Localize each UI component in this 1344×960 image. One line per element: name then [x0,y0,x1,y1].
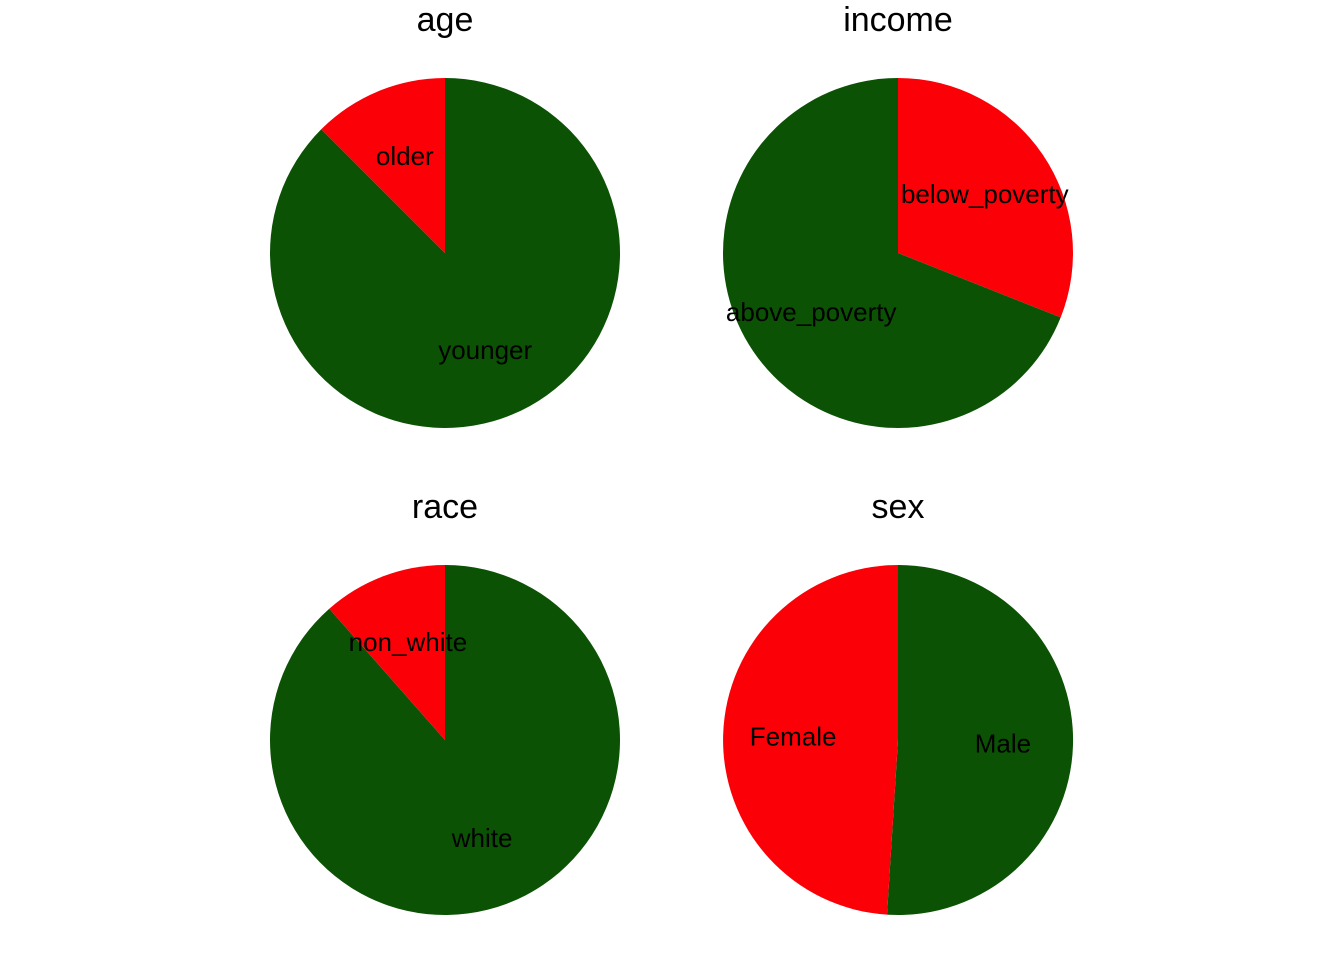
pie-slice-below-poverty [898,78,1073,318]
pie-slice-above-poverty [722,78,1061,429]
pie-slice-white [269,565,620,915]
panel-title-age: age [417,1,474,39]
pie-panel-age: age older younger [270,1,621,428]
panel-title-income: income [843,1,953,39]
panel-title-sex: sex [872,488,925,526]
pie-slice-female [723,565,898,915]
pie-slice-non-white [329,565,445,740]
slice-label-older: older [376,141,434,171]
slice-label-female: Female [750,722,837,752]
pie-slice-male [887,564,1074,915]
slice-label-male: Male [975,728,1031,758]
slice-label-younger: younger [438,335,532,365]
pie-panel-income: income above_poverty below_poverty [722,1,1073,429]
slice-label-white: white [451,823,513,853]
slice-label-below-poverty: below_poverty [901,179,1069,209]
pie-slice-younger [270,78,621,428]
slice-label-above-poverty: above_poverty [726,297,897,327]
pie-slice-older [321,78,445,253]
pie-panel-sex: sex Female Male [723,488,1074,915]
panel-title-race: race [412,488,478,526]
slice-label-non-white: non_white [349,627,468,657]
